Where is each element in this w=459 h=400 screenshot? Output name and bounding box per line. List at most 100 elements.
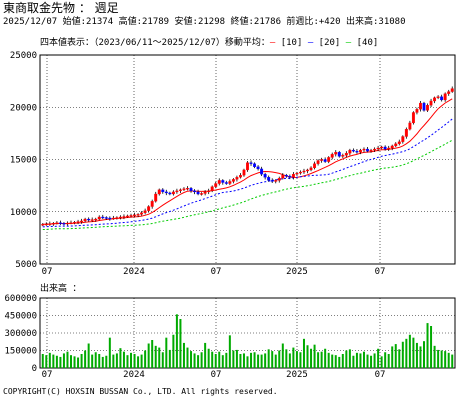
candle-body xyxy=(436,96,440,98)
volume-bar xyxy=(250,352,253,368)
volume-bar xyxy=(320,351,323,368)
volume-bar xyxy=(267,349,270,368)
ma40-swatch: — xyxy=(345,38,352,48)
volume-bar xyxy=(218,351,221,368)
candle-body xyxy=(69,222,73,224)
candle-body xyxy=(337,152,341,157)
candle-body xyxy=(193,190,197,193)
candle-body xyxy=(217,180,221,184)
candle-body xyxy=(147,206,151,211)
candle-body xyxy=(295,172,299,175)
volume-bar xyxy=(366,354,369,368)
candle-body xyxy=(228,181,232,184)
candle-body xyxy=(443,93,447,101)
volume-bar xyxy=(345,350,348,368)
volume-bar xyxy=(394,344,397,368)
candle-body xyxy=(281,175,285,179)
volume-bar xyxy=(313,344,316,368)
candle-body xyxy=(118,216,122,219)
candle-body xyxy=(355,150,359,153)
volume-y-tick-label: 450000 xyxy=(4,312,37,322)
volume-y-tick-label: 0 xyxy=(32,364,37,374)
candle-body xyxy=(380,146,384,149)
candle-body xyxy=(277,178,281,181)
candle-body xyxy=(394,143,398,147)
candle-body xyxy=(422,102,426,111)
candle-body xyxy=(126,215,129,218)
candle-body xyxy=(203,191,207,194)
volume-x-tick-label: 07 xyxy=(42,370,53,380)
candle-body xyxy=(210,186,214,191)
candle-body xyxy=(136,214,140,216)
volume-bar xyxy=(253,352,256,368)
candle-body xyxy=(249,162,253,164)
candle-body xyxy=(238,175,242,178)
volume-bar xyxy=(408,334,411,368)
legend-description: 四本値表示：（2023/06/11～2025/12/07）移動平均： xyxy=(40,38,270,48)
volume-bar xyxy=(147,343,150,368)
candle-body xyxy=(288,176,292,178)
volume-bar xyxy=(288,353,291,368)
candle-body xyxy=(171,191,175,195)
volume-bar xyxy=(80,354,83,368)
volume-bar xyxy=(225,352,228,368)
candle-body xyxy=(334,152,338,155)
volume-bar xyxy=(451,354,454,368)
volume-bar xyxy=(101,356,104,368)
volume-bar xyxy=(144,350,147,368)
candle-body xyxy=(143,210,147,213)
candle-body xyxy=(76,221,80,223)
candle-body xyxy=(415,109,419,113)
volume-bar xyxy=(348,349,351,368)
volume-bar xyxy=(186,347,189,368)
volume-bar xyxy=(419,346,422,368)
volume-value: 31080 xyxy=(378,17,406,27)
candle-body xyxy=(373,148,377,151)
volume-bar xyxy=(430,326,433,368)
volume-bar xyxy=(359,353,362,368)
candle-body xyxy=(55,222,59,224)
volume-bar xyxy=(193,353,196,368)
volume-panel-label: 出来高 ： xyxy=(40,284,82,294)
volume-bar xyxy=(370,355,373,368)
price-y-tick-label: 10000 xyxy=(10,208,37,218)
candle-body xyxy=(348,149,352,154)
price-y-tick-label: 20000 xyxy=(10,103,37,113)
price-x-tick-label: 07 xyxy=(42,267,53,277)
volume-bar xyxy=(197,355,200,368)
candle-body xyxy=(426,105,429,111)
volume-y-tick-label: 300000 xyxy=(4,329,37,339)
price-x-tick-label: 07 xyxy=(211,267,222,277)
volume-bar xyxy=(112,354,115,368)
volume-bar xyxy=(415,342,418,368)
candle-body xyxy=(401,136,405,142)
volume-bar xyxy=(341,354,344,368)
volume-bar xyxy=(412,337,415,368)
volume-bar xyxy=(380,356,383,368)
candle-body xyxy=(450,88,454,92)
volume-bar xyxy=(165,337,168,368)
volume-bar xyxy=(295,351,298,368)
ma20-label: [20] xyxy=(318,38,341,48)
candle-body xyxy=(94,218,98,221)
ma40-line xyxy=(42,139,453,230)
candle-body xyxy=(344,153,348,156)
volume-bar xyxy=(55,355,58,368)
candle-body xyxy=(369,149,373,152)
volume-bar xyxy=(242,353,245,368)
volume-bar xyxy=(130,352,133,368)
volume-bar xyxy=(246,356,249,368)
volume-bar xyxy=(204,342,207,368)
high-label: 高値 xyxy=(118,17,137,27)
volume-bar xyxy=(179,319,182,368)
volume-bar xyxy=(285,349,288,368)
volume-bar xyxy=(398,349,401,368)
volume-bar xyxy=(338,356,341,368)
volume-bar xyxy=(292,347,295,368)
candle-body xyxy=(214,183,218,187)
candle-body xyxy=(101,216,105,219)
candle-body xyxy=(122,216,126,218)
volume-bar xyxy=(182,342,185,368)
candle-body xyxy=(66,222,69,225)
